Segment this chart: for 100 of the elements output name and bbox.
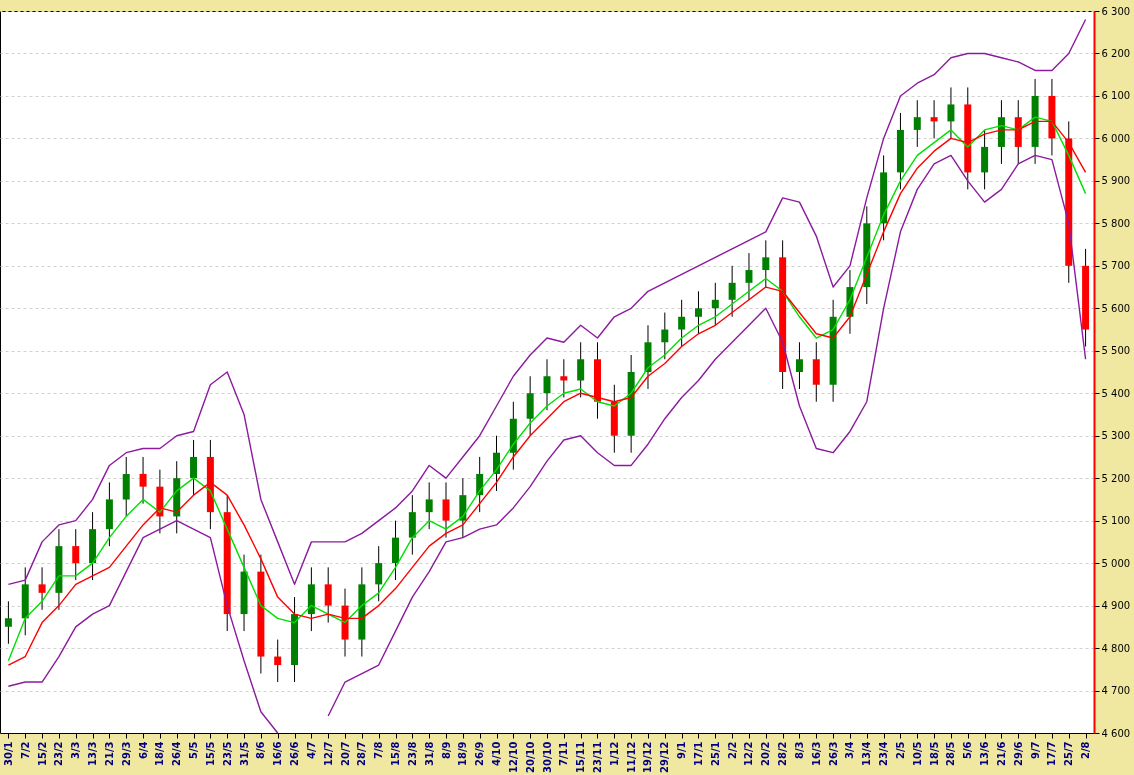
y-tick-label: 6 000: [1101, 132, 1131, 144]
y-tick-label: 5 900: [1101, 175, 1131, 187]
x-tick-label: 2/5: [894, 741, 906, 760]
x-tick-label: 28/5: [945, 741, 957, 767]
x-tick-label: 21/6: [995, 741, 1007, 767]
y-tick-label: 6 300: [1101, 5, 1131, 17]
x-tick-label: 20/10: [524, 741, 536, 773]
x-tick-label: 23/4: [878, 741, 890, 767]
candlestick: [728, 265, 736, 318]
candlestick: [661, 312, 669, 360]
x-tick-label: 8/6: [255, 741, 267, 760]
y-tick-label: 5 600: [1101, 302, 1131, 314]
y-tick-label: 5 000: [1101, 557, 1131, 569]
x-tick-label: 3/4: [844, 741, 856, 760]
x-tick-label: 6/4: [137, 741, 149, 760]
x-tick-label: 12/2: [743, 741, 755, 767]
x-tick-label: 13/6: [979, 741, 991, 767]
y-tick-label: 6 200: [1101, 47, 1131, 59]
candlestick: [930, 99, 938, 139]
x-tick-label: 25/7: [1063, 741, 1075, 767]
x-tick-label: 17/7: [1046, 741, 1058, 767]
y-tick-label: 5 400: [1101, 387, 1131, 399]
candlestick: [442, 481, 450, 539]
x-tick-label: 4/7: [305, 741, 317, 760]
x-tick-label: 9/7: [1029, 741, 1041, 760]
candlestick: [543, 358, 551, 411]
x-tick-label: 8/3: [793, 741, 805, 760]
candlestick: [72, 528, 80, 581]
x-tick-label: 23/8: [406, 741, 418, 767]
x-tick-label: 21/3: [103, 741, 115, 767]
x-tick-label: 5/6: [962, 741, 974, 760]
x-tick-label: 15/5: [204, 741, 216, 767]
x-tick-label: 16/3: [810, 741, 822, 767]
x-tick-label: 18/9: [457, 741, 469, 767]
y-tick-label: 4 600: [1101, 727, 1131, 739]
x-tick-label: 29/3: [120, 741, 132, 767]
x-tick-label: 18/5: [928, 741, 940, 767]
x-tick-label: 13/3: [87, 741, 99, 767]
candlestick: [913, 99, 921, 148]
x-tick-label: 30/1: [2, 741, 14, 767]
x-tick-label: 19/12: [642, 741, 654, 773]
x-tick-label: 25/1: [709, 741, 721, 767]
y-tick-label: 5 100: [1101, 515, 1131, 527]
y-tick-label: 5 200: [1101, 472, 1131, 484]
x-tick-label: 8/9: [440, 741, 452, 760]
x-tick-label: 16/6: [272, 741, 284, 767]
candlestick: [139, 456, 147, 505]
x-tick-label: 23/2: [53, 741, 65, 767]
x-tick-label: 23/5: [221, 741, 233, 767]
candlestick: [694, 290, 702, 335]
candlestick: [795, 341, 803, 390]
x-tick-label: 20/2: [760, 741, 772, 767]
x-tick-label: 26/4: [171, 741, 183, 767]
x-tick-label: 12/10: [507, 741, 519, 773]
x-tick-label: 26/9: [474, 741, 486, 767]
x-tick-label: 26/3: [827, 741, 839, 767]
candlestick: [375, 545, 383, 602]
candlestick: [560, 358, 568, 398]
candlestick: [947, 86, 955, 139]
y-tick-label: 5 300: [1101, 430, 1131, 442]
x-tick-label: 4/10: [491, 741, 503, 767]
y-tick-label: 4 900: [1101, 600, 1131, 612]
x-tick-label: 15/11: [575, 741, 587, 773]
line-series: [7, 18, 1087, 586]
x-tick-label: 2/2: [726, 741, 738, 760]
y-tick-label: 4 700: [1101, 685, 1131, 697]
candlestick: [577, 341, 585, 398]
y-tick-label: 6 100: [1101, 90, 1131, 102]
x-tick-label: 31/5: [238, 741, 250, 767]
candlestick: [678, 299, 686, 348]
x-tick-label: 10/5: [911, 741, 923, 767]
x-tick-label: 7/11: [558, 741, 570, 767]
candlestick: [190, 439, 198, 496]
candlestick: [4, 600, 12, 645]
x-tick-label: 5/5: [188, 741, 200, 760]
candlestick: [324, 566, 332, 624]
x-tick-label: 30/10: [541, 741, 553, 773]
candlestick: [711, 282, 719, 326]
x-tick-label: 3/3: [70, 741, 82, 760]
x-tick-label: 1/12: [608, 741, 620, 767]
x-tick-label: 23/11: [591, 741, 603, 773]
x-tick-label: 20/7: [339, 741, 351, 767]
candlestick: [745, 252, 753, 301]
x-tick-label: 31/8: [423, 741, 435, 767]
y-tick-label: 5 700: [1101, 260, 1131, 272]
y-tick-label: 5 800: [1101, 217, 1131, 229]
x-tick-label: 7/2: [19, 741, 31, 760]
y-tick-label: 4 800: [1101, 642, 1131, 654]
candlestick: [425, 481, 433, 530]
x-tick-label: 12/7: [322, 741, 334, 767]
x-tick-label: 18/4: [154, 741, 166, 767]
x-tick-label: 26/6: [289, 741, 301, 767]
x-tick-label: 9/1: [676, 741, 688, 760]
x-tick-label: 13/4: [861, 741, 873, 767]
x-tick-label: 17/1: [692, 741, 704, 767]
x-tick-label: 29/12: [659, 741, 671, 773]
candlestick: [38, 566, 46, 611]
x-tick-label: 2/8: [1080, 741, 1092, 760]
y-tick-label: 5 500: [1101, 345, 1131, 357]
x-tick-label: 28/2: [777, 741, 789, 767]
